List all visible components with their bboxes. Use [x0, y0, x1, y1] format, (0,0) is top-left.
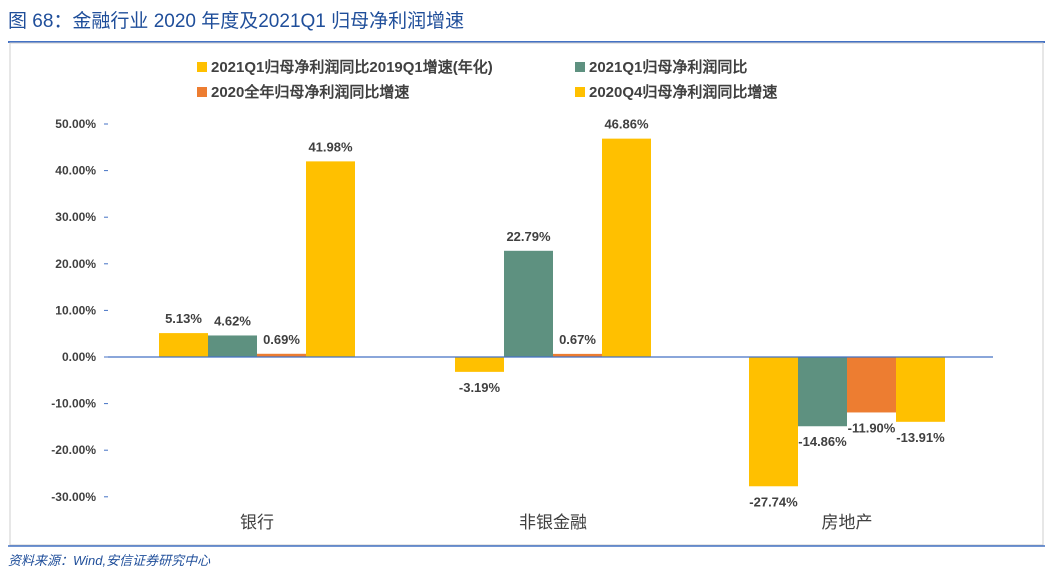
- y-tick-label: 0.00%: [62, 350, 96, 364]
- data-label: 22.79%: [506, 229, 551, 244]
- legend-label: 2020全年归母净利润同比增速: [211, 83, 409, 101]
- source-note: 资料来源：Wind,安信证券研究中心: [8, 553, 211, 568]
- legend-label: 2020Q4归母净利润同比增速: [589, 83, 777, 101]
- legend-swatch: [575, 62, 585, 72]
- bar: [553, 353, 602, 357]
- legend-swatch: [575, 87, 585, 97]
- data-label: 0.69%: [263, 332, 300, 347]
- bar: [455, 357, 504, 372]
- data-label: 0.67%: [559, 332, 596, 347]
- data-label: 5.13%: [165, 311, 202, 326]
- figure-title: 图 68：金融行业 2020 年度及2021Q1 归母净利润增速: [8, 10, 464, 32]
- data-label: 41.98%: [308, 139, 353, 154]
- bar: [208, 335, 257, 357]
- y-tick-label: 10.00%: [55, 303, 96, 317]
- data-label: -14.86%: [798, 434, 847, 449]
- legend-swatch: [197, 62, 207, 72]
- bar: [798, 357, 847, 427]
- bar: [847, 357, 896, 413]
- x-category-label: 银行: [240, 513, 274, 532]
- bar: [602, 138, 651, 357]
- data-label: 4.62%: [214, 313, 251, 328]
- y-tick-label: -20.00%: [51, 443, 96, 457]
- x-category-label: 房地产: [822, 513, 873, 532]
- legend-swatch: [197, 87, 207, 97]
- data-label: -13.91%: [896, 430, 945, 445]
- y-tick-label: -30.00%: [51, 490, 96, 504]
- bar: [159, 333, 208, 357]
- data-label: -27.74%: [749, 494, 798, 509]
- legend-label: 2021Q1归母净利润同比2019Q1增速(年化): [211, 58, 493, 76]
- bars: 5.13% 4.62% 0.69% 41.98% -3.19% 22.79% 0.67% 46…: [159, 117, 945, 509]
- data-label: -3.19%: [459, 380, 501, 395]
- data-label: -11.90%: [848, 420, 896, 435]
- bar: [306, 161, 355, 357]
- data-label: 46.86%: [604, 117, 649, 132]
- y-tick-label: 20.00%: [55, 257, 96, 271]
- y-tick-label: 40.00%: [55, 164, 96, 178]
- x-category-label: 非银金融: [519, 513, 587, 532]
- y-tick-label: -10.00%: [51, 397, 96, 411]
- bar: [257, 353, 306, 357]
- y-axis: 50.00% 40.00% 30.00% 20.00% 10.00% 0.00% -10.0…: [51, 117, 108, 504]
- legend: 2021Q1归母净利润同比2019Q1增速(年化) 2021Q1归母净利润同比 20…: [197, 58, 777, 101]
- legend-label: 2021Q1归母净利润同比: [589, 58, 747, 76]
- bar: [504, 250, 553, 357]
- x-axis: 银行 非银金融 房地产: [240, 513, 873, 532]
- y-tick-label: 50.00%: [55, 117, 96, 131]
- bar: [749, 357, 798, 487]
- y-tick-label: 30.00%: [55, 210, 96, 224]
- bar: [896, 357, 945, 422]
